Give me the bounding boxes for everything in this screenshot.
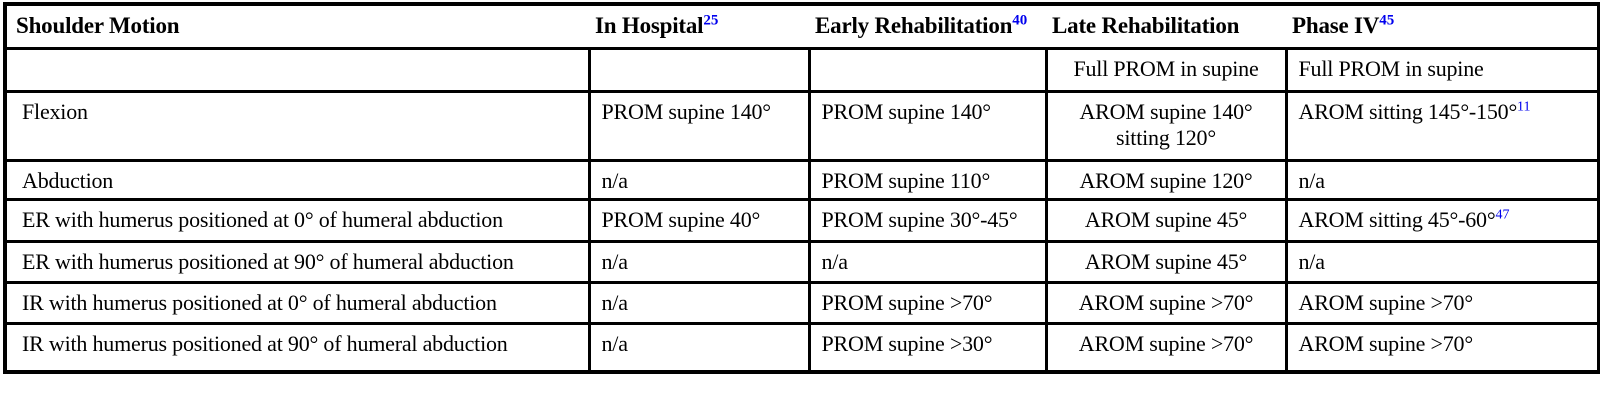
table-cell: AROM supine >70° bbox=[1284, 321, 1600, 374]
table-row: IR with humerus positioned at 90° of hum… bbox=[3, 321, 1600, 374]
table-cell: AROM supine 45° bbox=[1044, 239, 1288, 284]
table-cell: AROM sitting 145°-150°11 bbox=[1284, 89, 1600, 162]
table-cell: n/a bbox=[587, 321, 811, 374]
table-cell: AROM supine >70° bbox=[1044, 321, 1288, 374]
column-header-label: In Hospital bbox=[595, 13, 704, 39]
table-cell: PROM supine 40° bbox=[587, 197, 811, 243]
column-header-phase-iv: Phase IV45 bbox=[1286, 4, 1599, 50]
table-cell: IR with humerus positioned at 90° of hum… bbox=[3, 321, 591, 374]
table-cell: AROM supine >70° bbox=[1044, 280, 1288, 325]
table-cell: AROM sitting 45°-60°47 bbox=[1284, 197, 1600, 243]
table-cell: PROM supine 140° bbox=[587, 89, 811, 162]
table-cell: Abduction bbox=[3, 158, 591, 201]
table-cell: n/a bbox=[1284, 239, 1600, 284]
table-cell: AROM supine 140° sitting 120° bbox=[1044, 89, 1288, 162]
table-row: Full PROM in supine Full PROM in supine bbox=[3, 46, 1600, 93]
table-cell: n/a bbox=[1284, 158, 1600, 201]
table-cell: ER with humerus positioned at 90° of hum… bbox=[3, 239, 591, 284]
table-cell: n/a bbox=[587, 239, 811, 284]
citation-superscript: 45 bbox=[1379, 12, 1395, 29]
column-header-shoulder-motion: Shoulder Motion bbox=[5, 4, 589, 50]
rehab-rom-table: Shoulder Motion In Hospital25 Early Reha… bbox=[3, 2, 1600, 374]
column-header-label: Early Rehabilitation bbox=[815, 13, 1013, 39]
table-cell: PROM supine 140° bbox=[807, 89, 1048, 162]
header-row: Shoulder Motion In Hospital25 Early Reha… bbox=[5, 4, 1599, 50]
table-row: IR with humerus positioned at 0° of hume… bbox=[3, 280, 1600, 325]
table-cell bbox=[807, 46, 1048, 93]
citation-superscript: 47 bbox=[1495, 207, 1510, 223]
table-cell: IR with humerus positioned at 0° of hume… bbox=[3, 280, 591, 325]
table-cell: n/a bbox=[587, 158, 811, 201]
table-cell: PROM supine >70° bbox=[807, 280, 1048, 325]
table-cell: PROM supine >30° bbox=[807, 321, 1048, 374]
table-cell: PROM supine 30°-45° bbox=[807, 197, 1048, 243]
table-cell bbox=[587, 46, 811, 93]
column-header-in-hospital: In Hospital25 bbox=[589, 4, 809, 50]
column-header-label: Phase IV bbox=[1292, 13, 1380, 39]
table-row: Flexion PROM supine 140° PROM supine 140° A… bbox=[3, 89, 1600, 162]
citation-superscript: 40 bbox=[1012, 12, 1028, 29]
citation-superscript: 25 bbox=[703, 12, 719, 29]
table-cell: ER with humerus positioned at 0° of hume… bbox=[3, 197, 591, 243]
table-cell: AROM supine 45° bbox=[1044, 197, 1288, 243]
table-header: Shoulder Motion In Hospital25 Early Reha… bbox=[5, 4, 1599, 50]
table-cell: n/a bbox=[807, 239, 1048, 284]
column-header-early-rehabilitation: Early Rehabilitation40 bbox=[809, 4, 1046, 50]
table-row: Abduction n/a PROM supine 110° AROM supine … bbox=[3, 158, 1600, 201]
table-cell: PROM supine 110° bbox=[807, 158, 1048, 201]
table-row: ER with humerus positioned at 0° of hume… bbox=[3, 197, 1600, 243]
table-cell: n/a bbox=[587, 280, 811, 325]
table-cell: Full PROM in supine bbox=[1044, 46, 1288, 93]
table-cell: Flexion bbox=[3, 89, 591, 162]
column-header-late-rehabilitation: Late Rehabilitation bbox=[1046, 4, 1286, 50]
column-header-label: Late Rehabilitation bbox=[1052, 13, 1240, 39]
table-cell: AROM supine 120° bbox=[1044, 158, 1288, 201]
table-cell: AROM supine >70° bbox=[1284, 280, 1600, 325]
table-row: ER with humerus positioned at 90° of hum… bbox=[3, 239, 1600, 284]
table-body: Full PROM in supine Full PROM in supine Fl… bbox=[3, 46, 1600, 374]
table-cell: Full PROM in supine bbox=[1284, 46, 1600, 93]
column-header-label: Shoulder Motion bbox=[16, 13, 180, 39]
citation-superscript: 11 bbox=[1517, 99, 1531, 115]
table-cell bbox=[3, 46, 591, 93]
